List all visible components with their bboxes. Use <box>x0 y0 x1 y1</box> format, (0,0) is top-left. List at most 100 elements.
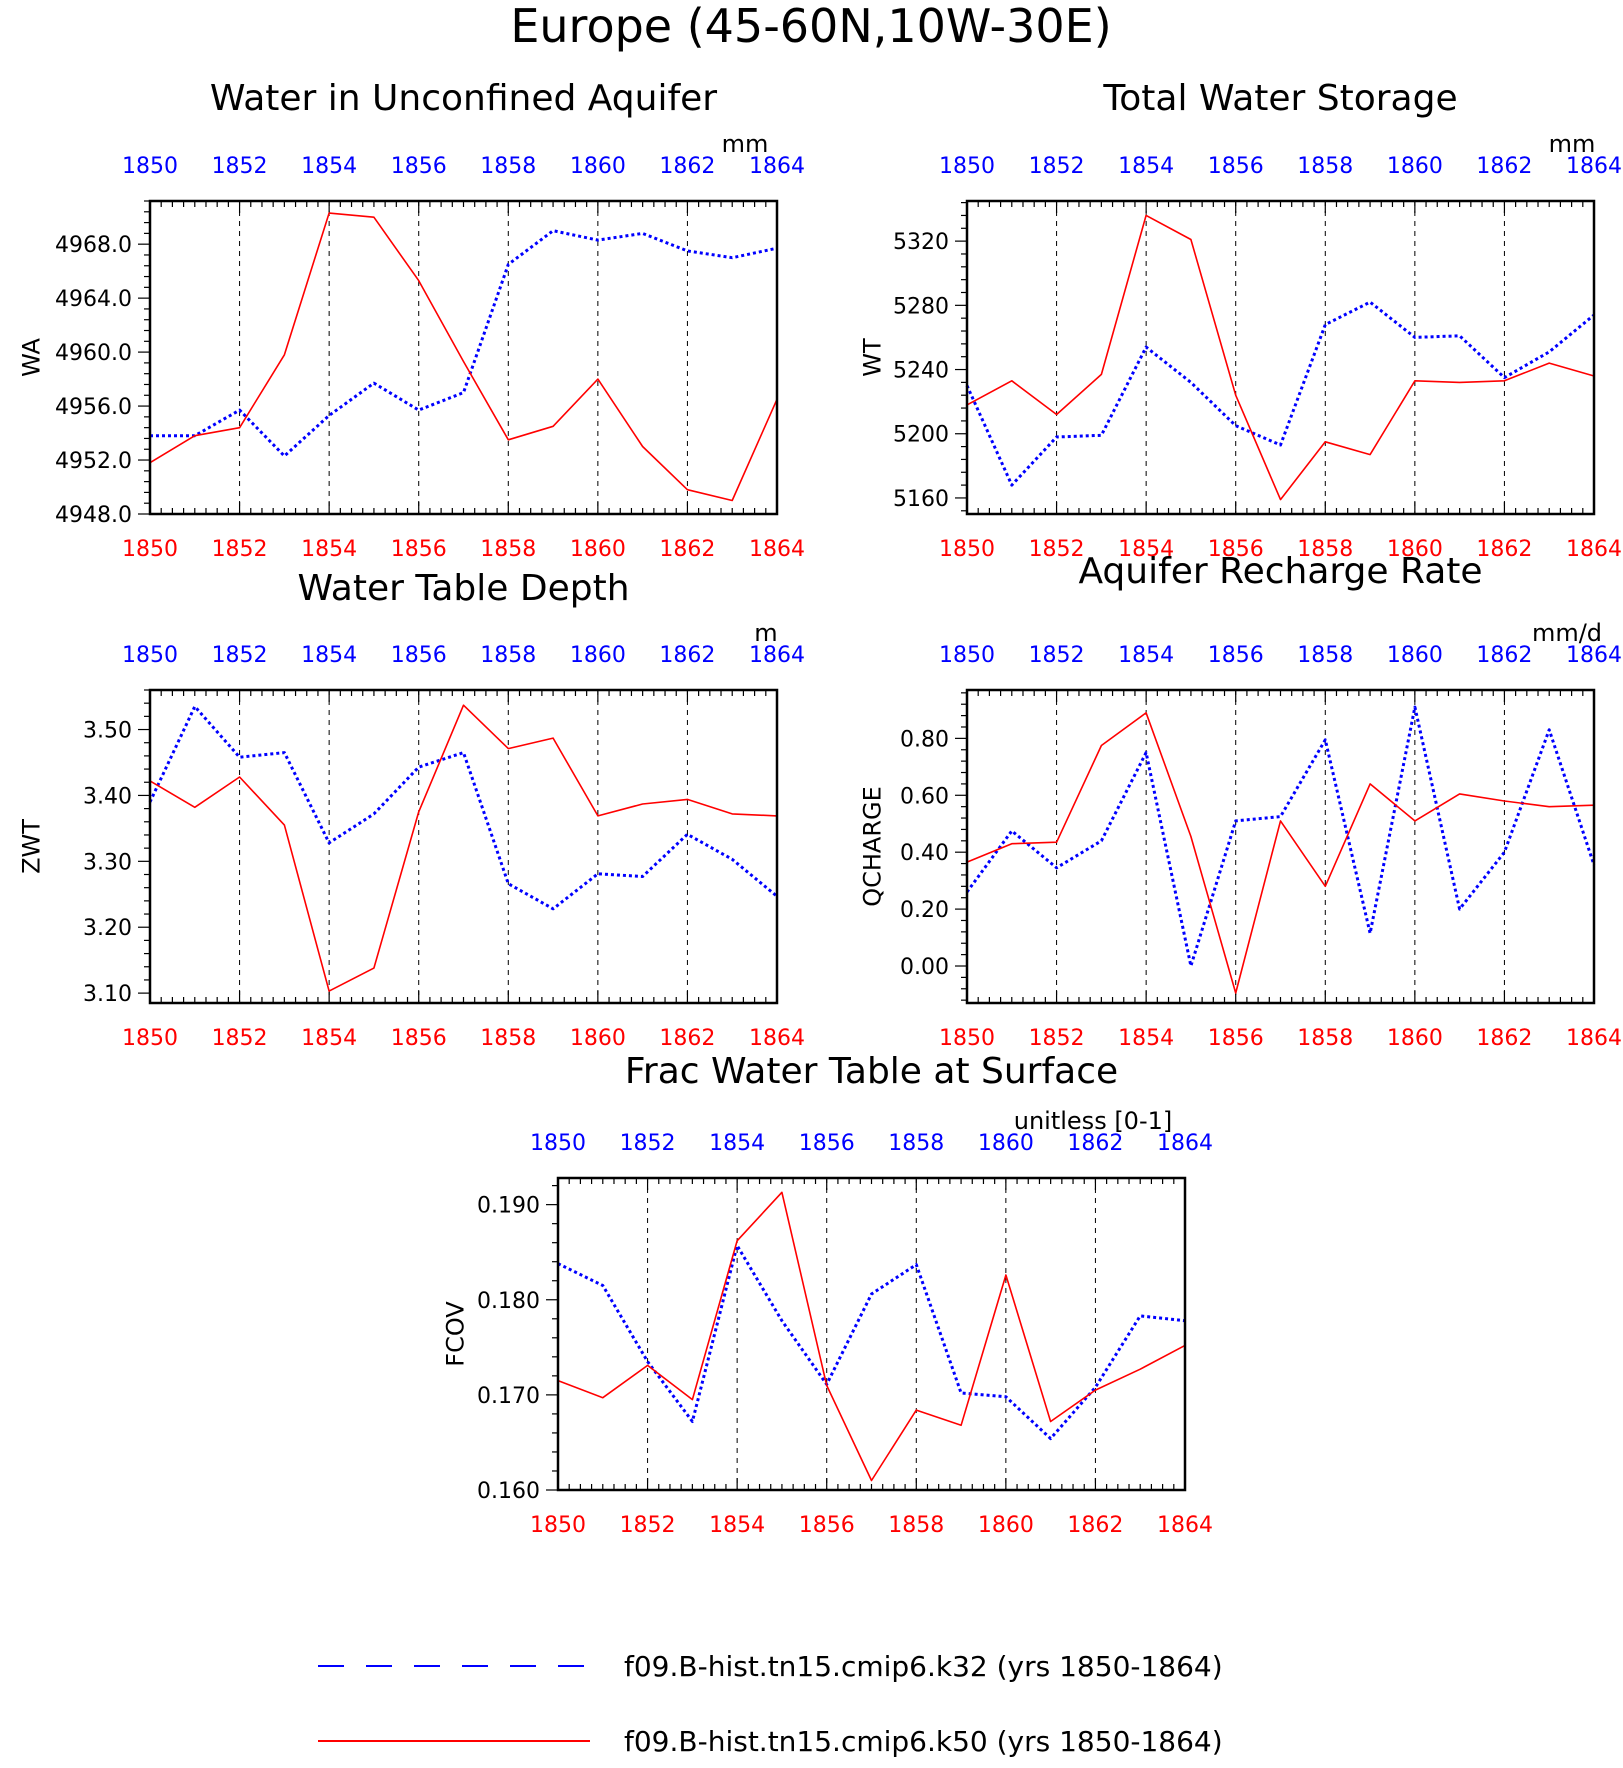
x-tick-label-top: 1862 <box>1067 1131 1123 1156</box>
y-tick-label: 0.80 <box>900 727 949 752</box>
units-label: unitless [0-1] <box>1014 1107 1173 1135</box>
legend-label-k32: f09.B-hist.tn15.cmip6.k32 (yrs 1850-1864… <box>624 1650 1223 1683</box>
x-tick-label-bottom: 1854 <box>1118 1026 1174 1051</box>
x-tick-label-bottom: 1856 <box>391 1026 447 1051</box>
x-tick-label-top: 1850 <box>122 643 178 668</box>
x-tick-label-bottom: 1860 <box>1387 1026 1443 1051</box>
x-tick-label-bottom: 1854 <box>301 537 357 562</box>
x-tick-label-bottom: 1860 <box>1387 537 1443 562</box>
x-tick-label-top: 1864 <box>749 154 805 179</box>
units-label: m <box>754 619 777 647</box>
x-tick-label-bottom: 1852 <box>212 537 268 562</box>
plot-frame <box>965 199 1596 516</box>
y-tick-label: 4956.0 <box>55 395 132 420</box>
y-tick-label: 0.180 <box>477 1289 540 1314</box>
series-line-k32 <box>965 300 1595 487</box>
x-tick-label-bottom: 1852 <box>212 1026 268 1051</box>
series-line-k50 <box>557 1191 1186 1482</box>
x-tick-label-top: 1854 <box>709 1131 765 1156</box>
x-tick-label-top: 1862 <box>659 154 715 179</box>
x-tick-label-bottom: 1852 <box>1029 1026 1085 1051</box>
x-tick-label-bottom: 1854 <box>1118 537 1174 562</box>
y-tick-label: 3.30 <box>83 850 132 875</box>
x-tick-label-top: 1856 <box>1208 154 1264 179</box>
y-tick-label: 0.170 <box>477 1384 540 1409</box>
units-label: mm/d <box>1532 619 1602 647</box>
x-tick-label-top: 1862 <box>1476 154 1532 179</box>
x-tick-label-top: 1862 <box>659 643 715 668</box>
y-tick-label: 4948.0 <box>55 503 132 528</box>
y-axis-label: ZWT <box>18 819 46 874</box>
series-line-k50 <box>966 214 1595 501</box>
x-tick-label-top: 1850 <box>939 643 995 668</box>
y-tick-label: 4968.0 <box>55 233 132 258</box>
y-tick-label: 5240 <box>893 359 949 384</box>
chart-panel: Frac Water Table at Surface unitless [0-1… <box>442 1051 1213 1538</box>
legend-label-k50: f09.B-hist.tn15.cmip6.k50 (yrs 1850-1864… <box>624 1725 1223 1758</box>
x-tick-label-top: 1864 <box>1566 643 1622 668</box>
x-tick-label-bottom: 1852 <box>620 1513 676 1538</box>
x-tick-label-top: 1860 <box>570 154 626 179</box>
x-tick-label-bottom: 1850 <box>122 1026 178 1051</box>
plot-frame <box>556 1176 1187 1492</box>
y-tick-label: 3.10 <box>83 982 132 1007</box>
units-label: mm <box>722 130 769 158</box>
series-line-k32 <box>148 705 778 911</box>
y-tick-label: 3.50 <box>83 719 132 744</box>
y-axis-label: QCHARGE <box>859 786 887 907</box>
y-tick-label: 4952.0 <box>55 449 132 474</box>
x-tick-label-top: 1850 <box>122 154 178 179</box>
x-tick-label-top: 1850 <box>530 1131 586 1156</box>
chart-title: Water in Unconfined Aquifer <box>210 78 717 119</box>
y-tick-label: 5200 <box>893 423 949 448</box>
x-tick-label-top: 1858 <box>480 154 536 179</box>
x-tick-label-bottom: 1856 <box>799 1513 855 1538</box>
x-tick-label-bottom: 1864 <box>1566 1026 1622 1051</box>
x-tick-label-top: 1852 <box>212 154 268 179</box>
x-tick-label-top: 1852 <box>212 643 268 668</box>
y-tick-label: 4960.0 <box>55 341 132 366</box>
x-tick-label-top: 1858 <box>480 643 536 668</box>
series-line-k32 <box>150 229 778 458</box>
x-tick-label-top: 1854 <box>301 154 357 179</box>
x-tick-label-bottom: 1864 <box>1157 1513 1213 1538</box>
series-line-k50 <box>149 704 778 992</box>
x-tick-label-bottom: 1858 <box>480 1026 536 1051</box>
y-axis-label: WT <box>859 338 887 377</box>
x-tick-label-top: 1862 <box>1476 643 1532 668</box>
x-tick-label-bottom: 1854 <box>301 1026 357 1051</box>
x-tick-label-bottom: 1862 <box>659 1026 715 1051</box>
series-line-k50 <box>966 711 1595 994</box>
y-tick-label: 0.20 <box>900 898 949 923</box>
y-tick-label: 5320 <box>893 230 949 255</box>
x-tick-label-top: 1858 <box>1297 154 1353 179</box>
x-tick-label-top: 1852 <box>620 1131 676 1156</box>
x-tick-label-top: 1860 <box>570 643 626 668</box>
x-tick-label-top: 1852 <box>1029 643 1085 668</box>
x-tick-label-top: 1858 <box>1297 643 1353 668</box>
series-line-k32 <box>557 1244 1186 1441</box>
x-tick-label-top: 1864 <box>749 643 805 668</box>
x-tick-label-bottom: 1856 <box>391 537 447 562</box>
x-tick-label-bottom: 1860 <box>978 1513 1034 1538</box>
x-tick-label-bottom: 1860 <box>570 1026 626 1051</box>
x-tick-label-bottom: 1862 <box>1476 1026 1532 1051</box>
x-tick-label-bottom: 1864 <box>1566 537 1622 562</box>
x-tick-label-bottom: 1860 <box>570 537 626 562</box>
chart-title: Total Water Storage <box>1102 78 1457 119</box>
x-tick-label-bottom: 1850 <box>530 1513 586 1538</box>
chart-panel: Water Table Depth m ZWT 3.10 3.20 3.30 3.40 3.5… <box>18 568 805 1051</box>
y-tick-label: 0.00 <box>900 955 949 980</box>
x-tick-label-top: 1858 <box>888 1131 944 1156</box>
x-tick-label-top: 1852 <box>1029 154 1085 179</box>
x-tick-label-bottom: 1856 <box>1208 537 1264 562</box>
x-tick-label-top: 1856 <box>391 643 447 668</box>
chart-title: Aquifer Recharge Rate <box>1078 551 1482 592</box>
x-tick-label-top: 1864 <box>1157 1131 1213 1156</box>
x-tick-label-bottom: 1864 <box>749 537 805 562</box>
x-tick-label-top: 1860 <box>1387 154 1443 179</box>
x-tick-label-bottom: 1858 <box>888 1513 944 1538</box>
chart-title: Water Table Depth <box>297 568 629 609</box>
y-tick-label: 3.40 <box>83 784 132 809</box>
